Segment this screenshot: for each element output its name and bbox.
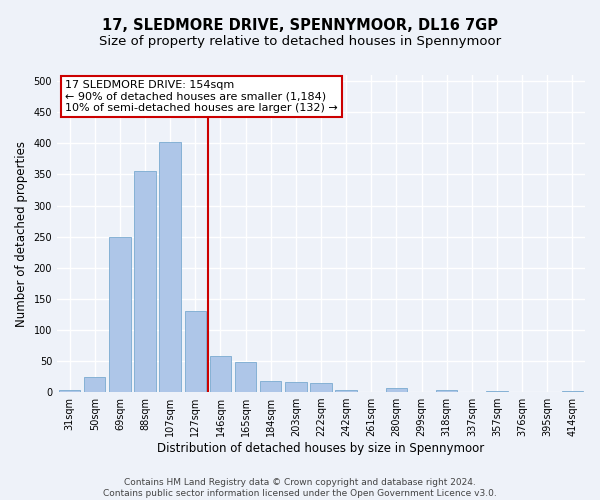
Bar — [285, 382, 307, 392]
Text: Size of property relative to detached houses in Spennymoor: Size of property relative to detached ho… — [99, 35, 501, 48]
Bar — [185, 312, 206, 392]
Bar — [210, 356, 231, 392]
Bar — [235, 362, 256, 392]
Bar — [134, 172, 156, 392]
Text: 17 SLEDMORE DRIVE: 154sqm
← 90% of detached houses are smaller (1,184)
10% of se: 17 SLEDMORE DRIVE: 154sqm ← 90% of detac… — [65, 80, 338, 113]
Bar — [260, 381, 281, 392]
Bar — [109, 236, 131, 392]
Bar — [310, 384, 332, 392]
Bar — [335, 390, 357, 392]
Bar — [84, 376, 106, 392]
Y-axis label: Number of detached properties: Number of detached properties — [15, 140, 28, 326]
Bar — [436, 390, 457, 392]
Text: 17, SLEDMORE DRIVE, SPENNYMOOR, DL16 7GP: 17, SLEDMORE DRIVE, SPENNYMOOR, DL16 7GP — [102, 18, 498, 32]
Bar — [160, 142, 181, 392]
Text: Contains HM Land Registry data © Crown copyright and database right 2024.
Contai: Contains HM Land Registry data © Crown c… — [103, 478, 497, 498]
Bar — [386, 388, 407, 392]
X-axis label: Distribution of detached houses by size in Spennymoor: Distribution of detached houses by size … — [157, 442, 485, 455]
Bar — [59, 390, 80, 392]
